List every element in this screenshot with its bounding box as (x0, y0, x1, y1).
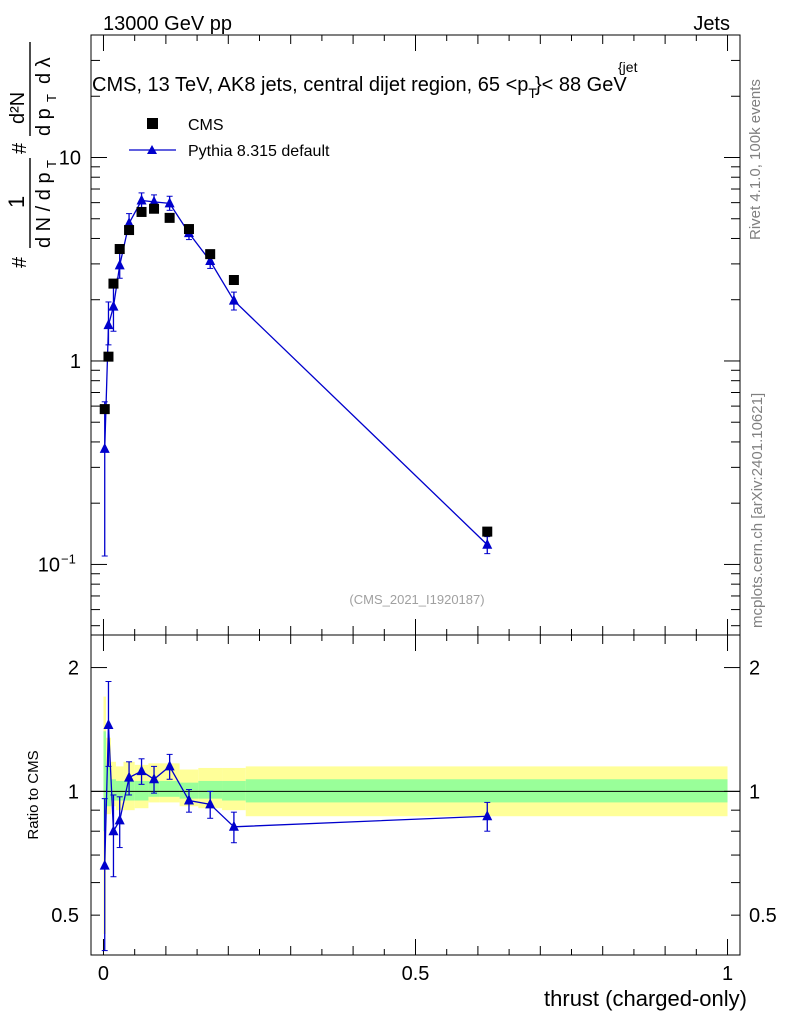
main-y-tick-label: 10 (59, 148, 81, 170)
ylabel-T-1: T (44, 160, 59, 168)
cms-point (149, 203, 160, 214)
legend-cms-label: CMS (188, 117, 224, 134)
mcplots-label: mcplots.cern.ch [arXiv:2401.10621] (749, 393, 766, 628)
main-y-label: # 1 d N / d p T # d²N d p T d λ (4, 42, 59, 268)
pythia-point (124, 217, 135, 228)
ratio-band-green (245, 779, 728, 803)
ratio-y-tick-label-right: 2 (749, 658, 760, 680)
main-series (99, 192, 493, 557)
ratio-band-green (134, 780, 149, 801)
ratio-y-tick-label: 0.5 (51, 905, 79, 927)
cms-point (124, 225, 135, 236)
cms-point (103, 351, 114, 362)
pythia-point (164, 197, 175, 208)
cms-point (136, 206, 147, 217)
title-superscript: {jet (618, 59, 638, 75)
ratio-point (149, 773, 160, 784)
pythia-line (104, 199, 488, 546)
x-tick-label: 1 (722, 963, 733, 985)
ratio-uncertainty-bands (91, 696, 740, 934)
cms-point (99, 404, 110, 415)
ratio-panel: 2 2 1 1 0.5 0.5 0 0.5 1 Ratio to CMS (25, 634, 777, 985)
legend-cms-marker (147, 118, 158, 129)
ylabel-dp: d p (33, 108, 55, 136)
legend: CMS Pythia 8.315 default (129, 117, 330, 160)
ratio-band-green (159, 780, 180, 797)
header-energy-label: 13000 GeV pp (103, 13, 232, 35)
cms-point (205, 249, 216, 260)
cms-point (164, 212, 175, 223)
main-y-tick-exponent: −1 (61, 551, 76, 566)
cms-point (108, 278, 119, 289)
ratio-point (99, 859, 110, 870)
ylabel-numerator: d²N (7, 92, 29, 124)
title-main: CMS, 13 TeV, AK8 jets, central dijet reg… (92, 74, 528, 96)
legend-pythia-marker (147, 145, 157, 154)
title-sub: T (528, 85, 537, 101)
ratio-band-green (110, 779, 116, 801)
pythia-point (114, 259, 125, 270)
ratio-point (136, 765, 147, 776)
cms-point (183, 224, 194, 235)
ratio-band-green (115, 780, 124, 801)
ratio-point (183, 794, 194, 805)
ratio-band-green (103, 731, 106, 832)
analysis-watermark: (CMS_2021_I1920187) (349, 592, 484, 607)
ratio-point (164, 760, 175, 771)
ratio-point (114, 814, 125, 825)
pythia-point (205, 254, 216, 265)
ylabel-hash-2: # (9, 142, 31, 154)
ratio-point (103, 718, 114, 729)
pythia-point (136, 194, 147, 205)
x-axis-label: thrust (charged-only) (544, 986, 747, 1011)
ratio-series (99, 680, 493, 952)
ylabel-dlambda: d λ (33, 57, 55, 84)
x-tick-label: 0.5 (402, 963, 430, 985)
ylabel-hash-1: # (9, 256, 31, 268)
ylabel-denominator: d N / d p (33, 172, 55, 248)
x-tick-label: 0 (98, 963, 109, 985)
header-category-label: Jets (693, 13, 730, 35)
pythia-point (149, 195, 160, 206)
rivet-label: Rivet 4.1.0, 100k events (747, 79, 764, 240)
ratio-point (228, 820, 239, 831)
ratio-y-tick-label-right: 0.5 (749, 905, 777, 927)
plot-title: CMS, 13 TeV, AK8 jets, central dijet reg… (92, 74, 627, 101)
cms-point (228, 275, 239, 286)
ratio-y-tick-label: 2 (68, 658, 79, 680)
ratio-y-label: Ratio to CMS (25, 750, 42, 839)
ratio-point (108, 825, 119, 836)
cms-point (114, 244, 125, 255)
pythia-point (99, 442, 110, 453)
main-y-tick-label: 1 (70, 351, 81, 373)
ratio-band-green (105, 766, 111, 807)
main-y-tick-label: 10 (38, 554, 60, 576)
ratio-y-tick-label: 1 (68, 781, 79, 803)
ratio-point (124, 771, 135, 782)
cms-point (482, 526, 493, 537)
ylabel-T-2: T (44, 94, 59, 102)
ratio-y-tick-label-right: 1 (749, 781, 760, 803)
ratio-axis-ticks: 2 2 1 1 0.5 0.5 0 0.5 1 (51, 635, 777, 985)
pythia-point (108, 300, 119, 311)
ylabel-one: 1 (4, 196, 29, 208)
ratio-point (482, 810, 493, 821)
pythia-point (103, 319, 114, 330)
ratio-band-green (198, 780, 223, 799)
ratio-band-green (222, 780, 246, 801)
legend-pythia-label: Pythia 8.315 default (188, 143, 330, 160)
pythia-point (482, 538, 493, 549)
title-post: }< 88 GeV (535, 74, 627, 96)
pythia-point (228, 294, 239, 305)
ratio-point (205, 798, 216, 809)
